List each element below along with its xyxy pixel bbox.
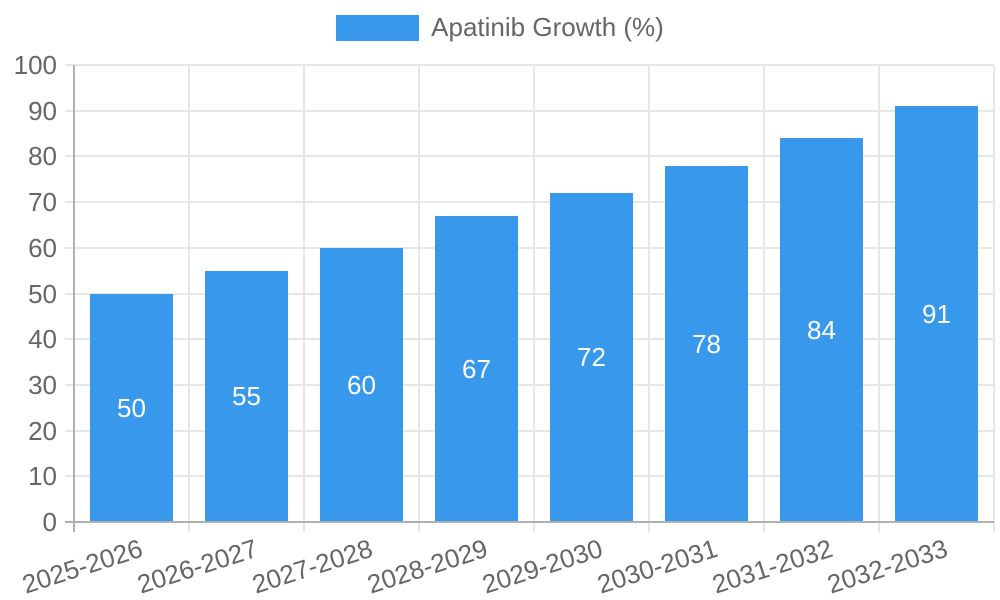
y-axis-tick-label: 20	[28, 415, 57, 446]
gridline-horizontal	[65, 383, 994, 386]
y-axis-line	[73, 65, 75, 532]
bar: 50	[90, 293, 173, 522]
bar: 91	[895, 106, 978, 522]
y-axis-tick-label: 70	[28, 187, 57, 218]
bar-value-label: 50	[117, 392, 146, 423]
bar-value-label: 55	[232, 381, 261, 412]
x-axis-tick-label: 2027-2028	[248, 533, 377, 600]
bar-value-label: 72	[577, 342, 606, 373]
x-axis-tick-label: 2026-2027	[133, 533, 262, 600]
bar: 67	[435, 215, 518, 522]
y-axis-tick-label: 30	[28, 369, 57, 400]
legend: Apatinib Growth (%)	[0, 14, 1000, 42]
legend-item[interactable]: Apatinib Growth (%)	[336, 14, 664, 42]
gridline-vertical	[763, 65, 765, 532]
x-axis-tick-label: 2032-2033	[823, 533, 952, 600]
gridline-horizontal	[65, 475, 994, 478]
y-axis-tick-label: 80	[28, 141, 57, 172]
bar: 84	[780, 138, 863, 522]
gridline-horizontal	[65, 338, 994, 341]
x-axis-tick-label: 2028-2029	[363, 533, 492, 600]
gridline-horizontal	[65, 292, 994, 295]
bar: 72	[550, 192, 633, 522]
gridline-vertical	[533, 65, 535, 532]
legend-label: Apatinib Growth (%)	[431, 12, 664, 42]
gridline-vertical	[188, 65, 190, 532]
bar: 78	[665, 165, 748, 522]
y-axis-tick-label: 60	[28, 232, 57, 263]
x-axis-tick-label: 2025-2026	[18, 533, 147, 600]
y-axis-tick-label: 50	[28, 278, 57, 309]
gridline-vertical	[303, 65, 305, 532]
gridline-horizontal	[65, 201, 994, 204]
bar-value-label: 91	[922, 299, 951, 330]
x-axis-tick-label: 2030-2031	[593, 533, 722, 600]
x-axis-tick-label: 2031-2032	[708, 533, 837, 600]
gridline-vertical	[878, 65, 880, 532]
y-axis-tick-label: 40	[28, 324, 57, 355]
gridline-horizontal	[65, 246, 994, 249]
gridline-vertical	[993, 65, 995, 532]
y-axis-tick-label: 10	[28, 461, 57, 492]
bar: 60	[320, 247, 403, 522]
bar-value-label: 78	[692, 328, 721, 359]
gridline-horizontal	[65, 109, 994, 112]
gridline-vertical	[418, 65, 420, 532]
y-axis-tick-label: 100	[13, 50, 57, 80]
x-axis-line	[65, 521, 994, 523]
bar-value-label: 60	[347, 369, 376, 400]
bar-value-label: 84	[807, 315, 836, 346]
gridline-vertical	[648, 65, 650, 532]
legend-swatch-icon	[336, 15, 420, 41]
gridline-horizontal	[65, 429, 994, 432]
bar-value-label: 67	[462, 353, 491, 384]
bar: 55	[205, 270, 288, 522]
x-axis-tick-label: 2029-2030	[478, 533, 607, 600]
y-axis-tick-label: 90	[28, 95, 57, 126]
gridline-horizontal	[65, 155, 994, 158]
gridline-horizontal	[65, 64, 994, 66]
y-axis-tick-label: 0	[42, 507, 57, 537]
